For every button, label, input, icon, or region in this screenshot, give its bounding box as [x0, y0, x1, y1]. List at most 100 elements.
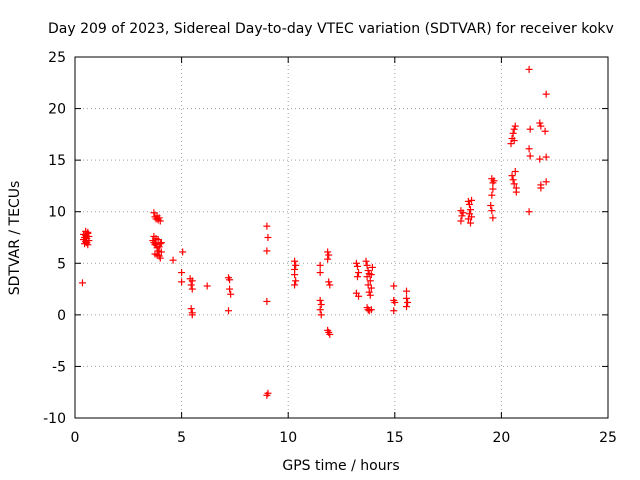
data-point: [390, 282, 398, 290]
x-tick-label: 5: [177, 430, 186, 446]
data-point: [227, 290, 235, 298]
data-point: [85, 232, 93, 240]
data-point: [317, 311, 325, 319]
data-point: [355, 269, 363, 277]
data-point: [263, 222, 271, 230]
data-point: [509, 176, 517, 184]
data-point: [156, 240, 164, 248]
data-points: [78, 65, 550, 399]
data-point: [78, 279, 86, 287]
data-point: [178, 269, 186, 277]
data-point: [525, 65, 533, 73]
data-point: [511, 167, 519, 175]
data-point: [367, 284, 375, 292]
data-point: [511, 122, 519, 130]
y-tick-label: 20: [48, 102, 66, 118]
data-point: [508, 172, 516, 180]
data-point: [536, 155, 544, 163]
data-point: [263, 297, 271, 305]
data-point: [188, 311, 196, 319]
data-point: [403, 303, 411, 311]
data-point: [292, 261, 300, 269]
data-point: [525, 208, 533, 216]
data-point: [291, 271, 299, 279]
data-point: [367, 271, 375, 279]
data-point: [468, 196, 476, 204]
data-point: [466, 206, 474, 214]
x-axis-label: GPS time / hours: [282, 458, 399, 474]
data-point: [317, 301, 325, 309]
data-point: [325, 251, 333, 259]
data-point: [203, 282, 211, 290]
data-point: [316, 306, 324, 314]
data-point: [325, 278, 333, 286]
data-point: [187, 281, 195, 289]
data-point: [525, 145, 533, 153]
data-point: [291, 257, 299, 265]
data-point: [226, 285, 234, 293]
data-point: [366, 277, 374, 285]
data-point: [537, 122, 545, 130]
data-point: [365, 288, 373, 296]
data-point: [526, 152, 534, 160]
data-point: [352, 259, 360, 267]
data-point: [316, 269, 324, 277]
data-point: [367, 306, 375, 314]
data-point: [541, 127, 549, 135]
y-tick-label: 25: [48, 50, 66, 66]
data-point: [468, 213, 476, 221]
data-point: [264, 234, 272, 241]
data-point: [225, 307, 233, 315]
data-point: [490, 177, 498, 185]
y-tick-label: 15: [48, 153, 66, 169]
data-point: [464, 197, 472, 205]
data-point: [542, 178, 550, 186]
data-point: [459, 209, 467, 217]
data-point: [488, 207, 496, 215]
y-tick-label: 5: [57, 256, 66, 272]
data-point: [364, 267, 372, 275]
data-point: [363, 273, 371, 281]
data-point: [510, 180, 518, 188]
data-point: [510, 125, 518, 133]
data-point: [169, 256, 177, 264]
data-point: [153, 251, 161, 259]
data-point: [404, 298, 412, 306]
data-point: [537, 181, 545, 189]
data-point: [512, 188, 520, 196]
data-point: [154, 236, 162, 244]
data-point: [150, 209, 158, 217]
data-point: [150, 232, 158, 240]
plot-frame: [74, 56, 609, 419]
data-point: [363, 261, 371, 269]
data-point: [390, 307, 398, 315]
data-point: [324, 255, 332, 263]
data-point: [353, 273, 361, 281]
data-point: [154, 247, 162, 255]
data-point: [466, 219, 474, 227]
data-point: [364, 281, 372, 289]
data-point: [178, 278, 186, 286]
data-point: [84, 228, 92, 236]
data-point: [542, 90, 550, 98]
x-tick-label: 15: [386, 430, 404, 446]
data-point: [156, 217, 164, 225]
data-point: [488, 191, 496, 199]
data-point: [507, 140, 515, 148]
data-point: [326, 330, 334, 338]
data-point: [353, 262, 361, 270]
axis-ticks: 0 5 10 15 20 25 -10 -5 0 5 10 15 20 25: [43, 50, 617, 446]
y-tick-label: -10: [43, 411, 66, 427]
data-point: [188, 285, 196, 293]
data-point: [316, 261, 324, 269]
data-point: [458, 212, 466, 220]
x-tick-label: 25: [599, 430, 617, 446]
data-point: [324, 248, 332, 256]
data-point: [155, 214, 163, 222]
data-point: [291, 281, 299, 289]
data-point: [457, 217, 465, 225]
data-point: [264, 389, 272, 397]
data-point: [156, 254, 164, 262]
data-point: [536, 119, 544, 127]
data-point: [403, 294, 411, 302]
